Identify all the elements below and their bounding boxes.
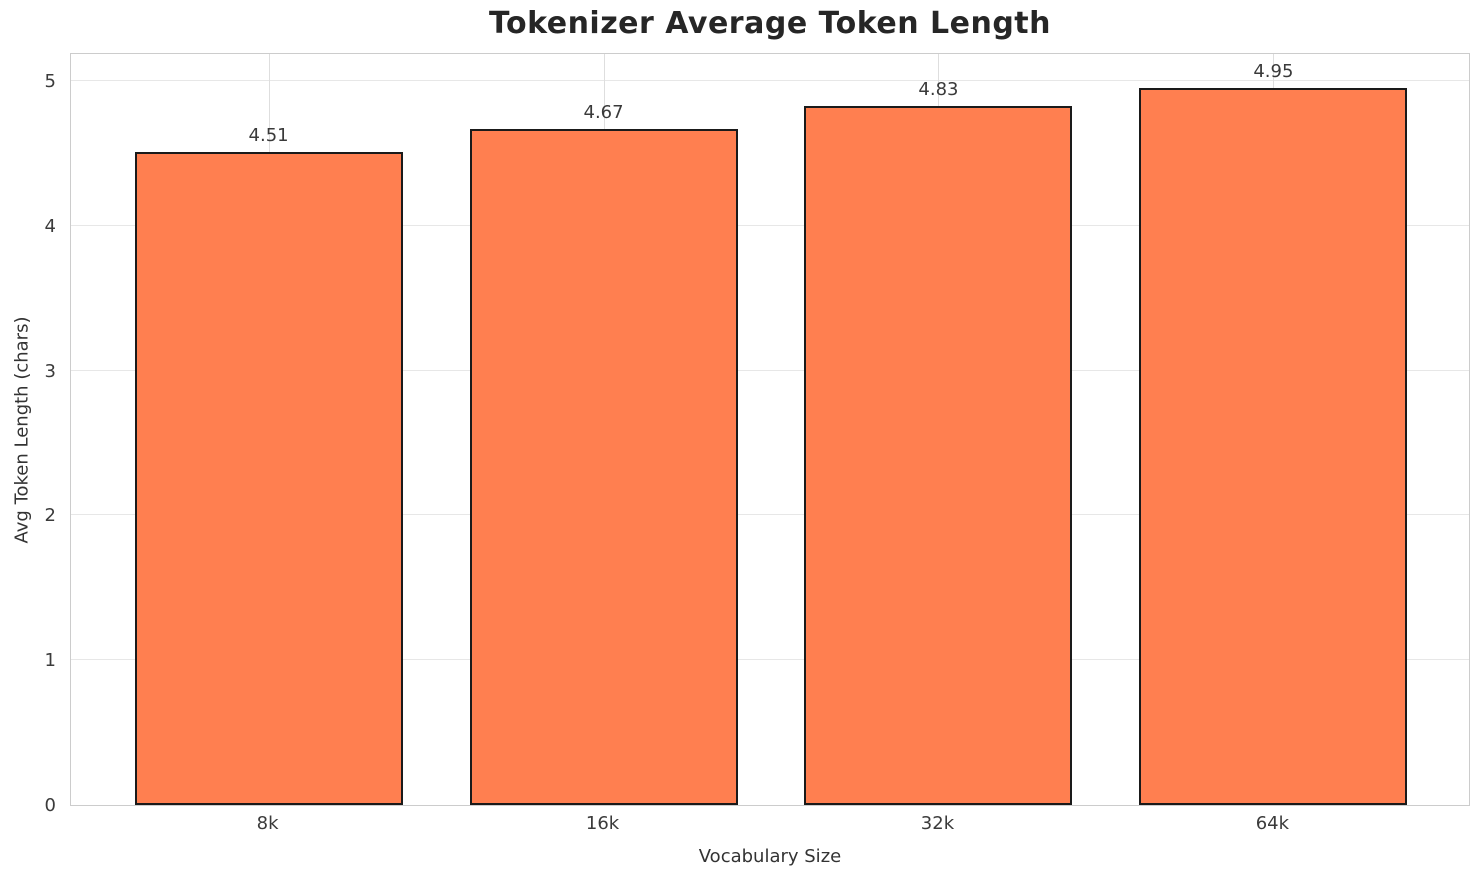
bar-value-label: 4.83 <box>918 78 959 100</box>
y-tick-label: 0 <box>44 795 56 816</box>
x-tick-label: 8k <box>256 813 279 834</box>
chart-title: Tokenizer Average Token Length <box>488 6 1051 41</box>
bar-64k <box>1139 88 1408 805</box>
x-tick-label: 32k <box>920 813 955 834</box>
y-tick-label: 4 <box>44 215 56 237</box>
horizontal-gridline <box>71 369 1469 371</box>
x-tick-label: 64k <box>1255 813 1290 834</box>
y-tick-label: 2 <box>44 505 56 527</box>
x-tick-labels: 8k 16k 32k 64k <box>70 813 1470 839</box>
y-tick-labels: 0 1 2 3 4 5 <box>0 53 56 816</box>
bar-value-label: 4.67 <box>583 101 624 123</box>
x-tick-label: 16k <box>585 813 620 834</box>
y-tick-label: 3 <box>44 360 56 382</box>
plot-area: 4.51 4.67 4.83 4.95 <box>70 53 1470 806</box>
bar-value-label: 4.51 <box>248 124 289 146</box>
bar-8k <box>134 151 403 805</box>
horizontal-gridline <box>71 514 1469 516</box>
y-tick-label: 1 <box>44 650 56 672</box>
bar-32k <box>804 105 1073 805</box>
y-tick-label: 5 <box>44 70 56 92</box>
horizontal-gridline <box>71 659 1469 661</box>
horizontal-gridline <box>71 224 1469 226</box>
x-axis-label: Vocabulary Size <box>698 846 842 867</box>
bar-16k <box>469 128 738 805</box>
horizontal-gridline <box>71 79 1469 81</box>
bar-value-label: 4.95 <box>1253 61 1294 83</box>
